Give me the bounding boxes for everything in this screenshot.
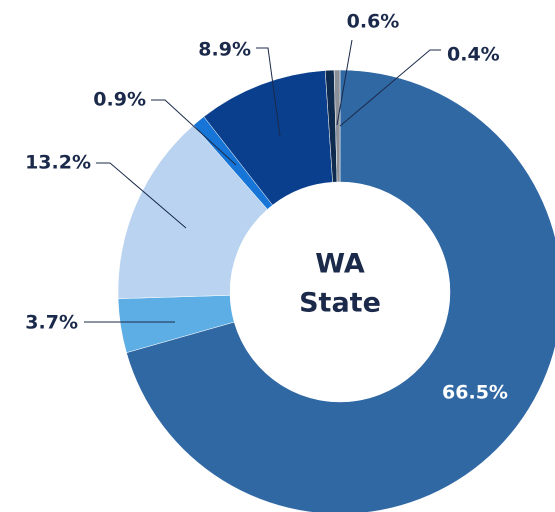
data-label: 3.7% bbox=[25, 312, 78, 334]
leader-line bbox=[151, 99, 237, 166]
data-label: 0.9% bbox=[93, 89, 146, 111]
donut-slice bbox=[333, 69, 341, 183]
center-label: WA bbox=[315, 249, 365, 280]
leader-line bbox=[336, 39, 353, 126]
donut-slice bbox=[126, 69, 555, 512]
leader-line bbox=[96, 162, 187, 229]
data-label: 13.2% bbox=[25, 152, 91, 174]
data-label: 0.4% bbox=[447, 44, 500, 66]
data-label: 0.6% bbox=[347, 11, 400, 33]
data-label: 8.9% bbox=[198, 39, 251, 61]
center-label: State bbox=[299, 288, 381, 319]
leader-line bbox=[256, 47, 281, 137]
leader-line bbox=[339, 49, 441, 127]
data-label: 66.5% bbox=[442, 382, 508, 404]
